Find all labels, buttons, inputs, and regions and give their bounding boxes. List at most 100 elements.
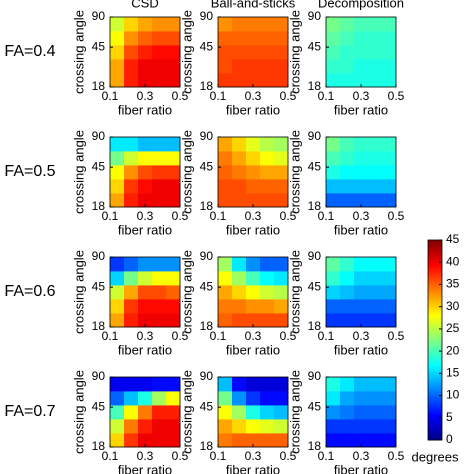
x-tick-label: 0.3 [137, 329, 154, 343]
heatmap-cell [260, 405, 275, 420]
y-tick-label: 90 [92, 249, 106, 263]
heatmap-cell [232, 193, 247, 208]
colorbar-segment [428, 380, 442, 383]
row-label: FA=0.5 [4, 163, 55, 180]
heatmap-cell [382, 193, 397, 208]
heatmap-cell [232, 313, 247, 328]
heatmap-cell [368, 313, 383, 328]
heatmap-cell [110, 45, 125, 60]
y-axis-label: crossing angle [287, 10, 302, 94]
heatmap-cell [260, 257, 275, 272]
y-tick-label: 45 [308, 159, 322, 173]
x-tick-label: 0.1 [102, 449, 119, 463]
heatmap-cell [124, 433, 139, 448]
heatmap-cell [124, 313, 139, 328]
heatmap-cell [260, 419, 275, 434]
colorbar-frame [427, 239, 443, 441]
colorbar-label: degrees [412, 449, 459, 464]
heatmap-cell [138, 17, 153, 32]
heatmap-cell [218, 405, 233, 420]
y-tick-label: 90 [200, 129, 214, 143]
heatmap-cell [274, 271, 289, 286]
heatmap-cell [152, 299, 167, 314]
colorbar-segment [428, 314, 442, 317]
heatmap-cell [138, 257, 153, 272]
heatmap-cell [382, 17, 397, 32]
heatmap-cell [246, 433, 261, 448]
colorbar-segment [428, 408, 442, 411]
heatmap-cell [326, 313, 341, 328]
x-tick-label: 0.1 [318, 449, 335, 463]
colorbar-segment [428, 370, 442, 373]
heatmap-cell [124, 151, 139, 166]
x-axis-label: fiber ratio [226, 102, 280, 117]
heatmap-cell [354, 433, 369, 448]
heatmap-cell [124, 17, 139, 32]
heatmap-cell [232, 419, 247, 434]
colorbar-segment [428, 426, 442, 429]
colorbar-segment [428, 240, 442, 243]
y-tick-label: 90 [92, 9, 106, 23]
heatmap-cell [340, 313, 355, 328]
colorbar-segment [428, 434, 442, 437]
heatmap-cell [218, 271, 233, 286]
colorbar-segment [428, 430, 442, 433]
y-tick-label: 45 [92, 159, 106, 173]
x-tick-label: 0.1 [102, 209, 119, 223]
colorbar-tick-label: 5 [446, 410, 453, 424]
colorbar-segment [428, 326, 442, 329]
colorbar-segment [428, 384, 442, 387]
y-tick-label: 18 [308, 199, 322, 213]
heatmap-cell [274, 405, 289, 420]
heatmap-cell [274, 59, 289, 74]
heatmap-cell [274, 377, 289, 392]
heatmap-cell [232, 377, 247, 392]
heatmap-cell [110, 165, 125, 180]
heatmap-cell [368, 45, 383, 60]
colorbar-segment [428, 264, 442, 267]
heatmap-cell [382, 165, 397, 180]
heatmap-cell [218, 299, 233, 314]
heatmap-cell [260, 31, 275, 46]
heatmap-cell [340, 31, 355, 46]
heatmap-cell [260, 193, 275, 208]
heatmap-cell [260, 271, 275, 286]
heatmap-cell [368, 179, 383, 194]
colorbar-segment [428, 416, 442, 419]
y-tick-label: 45 [200, 159, 214, 173]
heatmap-cell [260, 17, 275, 32]
heatmap-cell [110, 151, 125, 166]
heatmap-cell [218, 17, 233, 32]
heatmap-cell [124, 299, 139, 314]
heatmap-cell [246, 137, 261, 152]
row-label: FA=0.7 [4, 403, 55, 420]
heatmap-cell [218, 377, 233, 392]
heatmap-cell [124, 271, 139, 286]
heatmap-cell [260, 391, 275, 406]
colorbar-segment [428, 410, 442, 413]
heatmap-cell [260, 377, 275, 392]
heatmap-cell [110, 73, 125, 88]
heatmap-cell [232, 73, 247, 88]
x-axis-label: fiber ratio [226, 222, 280, 237]
colorbar-segment [428, 330, 442, 333]
colorbar-segment [428, 318, 442, 321]
heatmap-cell [124, 391, 139, 406]
colorbar-tick-label: 20 [446, 343, 460, 357]
heatmap-cell [232, 59, 247, 74]
heatmap-cell [152, 137, 167, 152]
heatmap-cell [166, 17, 181, 32]
colorbar-segment [428, 312, 442, 315]
y-tick-label: 45 [92, 399, 106, 413]
colorbar-segment [428, 336, 442, 339]
heatmap-cell [110, 285, 125, 300]
heatmap-cell [232, 433, 247, 448]
heatmap-cell [152, 165, 167, 180]
heatmap-cell [326, 271, 341, 286]
colorbar-segment [428, 310, 442, 313]
heatmap-cell [138, 285, 153, 300]
row-label: FA=0.6 [4, 283, 55, 300]
heatmap-cell [138, 193, 153, 208]
x-tick-label: 0.3 [245, 89, 262, 103]
heatmap-cell [326, 179, 341, 194]
